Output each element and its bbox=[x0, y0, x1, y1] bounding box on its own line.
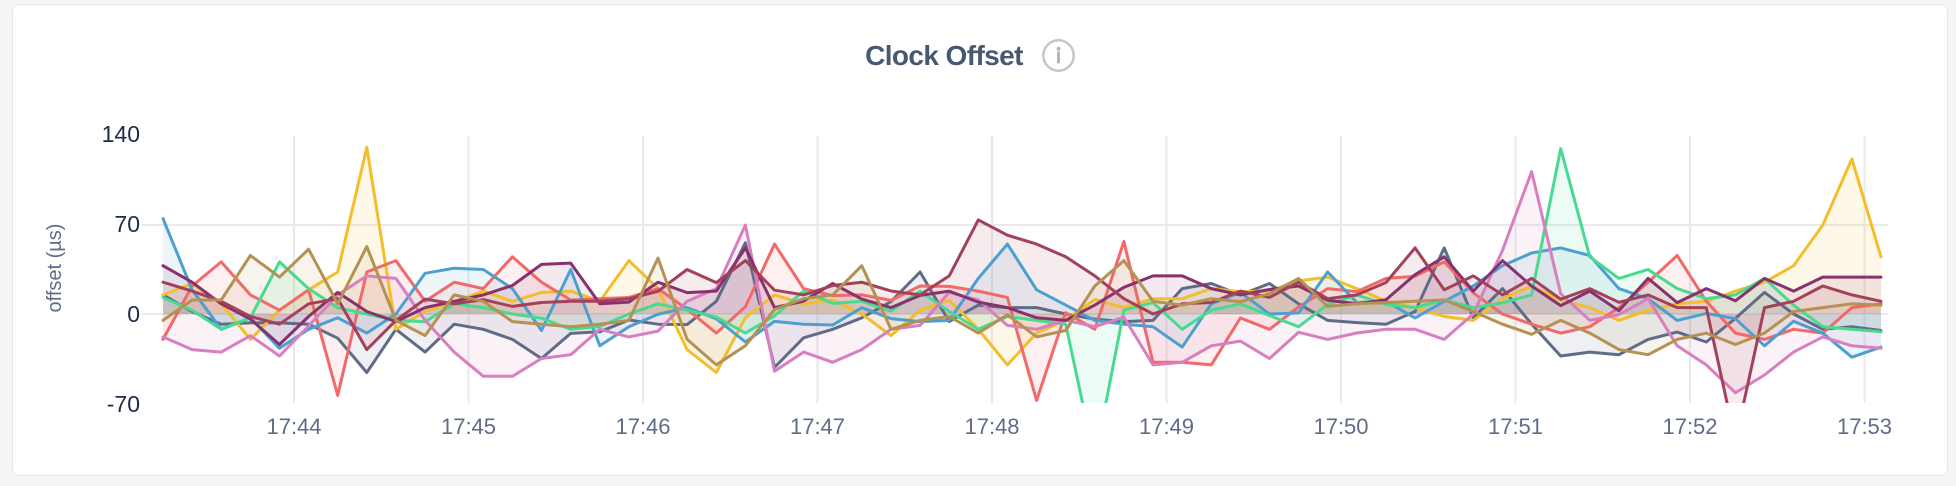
svg-text:-70: -70 bbox=[107, 391, 140, 417]
svg-text:17:52: 17:52 bbox=[1662, 414, 1717, 439]
svg-text:17:45: 17:45 bbox=[441, 414, 496, 439]
svg-text:70: 70 bbox=[114, 211, 140, 237]
svg-text:17:44: 17:44 bbox=[266, 414, 321, 439]
svg-text:0: 0 bbox=[127, 301, 140, 327]
svg-text:17:48: 17:48 bbox=[964, 414, 1019, 439]
svg-text:offset (µs): offset (µs) bbox=[44, 224, 66, 313]
svg-text:17:50: 17:50 bbox=[1313, 414, 1368, 439]
svg-text:17:51: 17:51 bbox=[1488, 414, 1543, 439]
svg-text:17:53: 17:53 bbox=[1837, 414, 1892, 439]
svg-text:17:49: 17:49 bbox=[1139, 414, 1194, 439]
svg-text:17:47: 17:47 bbox=[790, 414, 845, 439]
svg-text:17:46: 17:46 bbox=[615, 414, 670, 439]
svg-text:140: 140 bbox=[102, 121, 140, 147]
